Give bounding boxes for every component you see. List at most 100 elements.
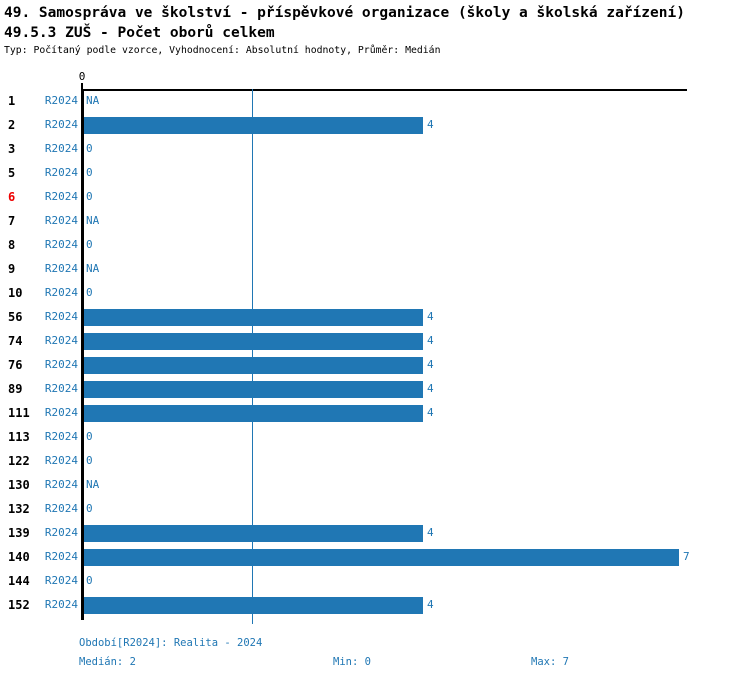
bar xyxy=(84,405,423,422)
bar-value-label: 0 xyxy=(86,286,93,299)
row-period-label: R2024 xyxy=(44,406,78,419)
bar xyxy=(84,381,423,398)
bar-value-label: 4 xyxy=(427,334,434,347)
row-period-label: R2024 xyxy=(44,598,78,611)
bar-value-label: 0 xyxy=(86,190,93,203)
chart-row-56: 56 R2024 4 xyxy=(0,305,750,329)
bar xyxy=(84,549,679,566)
y-axis-line xyxy=(81,89,84,620)
bar-value-label: 0 xyxy=(86,166,93,179)
row-category-label: 56 xyxy=(8,310,23,324)
row-period-label: R2024 xyxy=(44,118,78,131)
bar-value-label: 4 xyxy=(427,382,434,395)
bar-value-label: 4 xyxy=(427,358,434,371)
row-category-label: 1 xyxy=(8,94,16,108)
bar-value-label: 4 xyxy=(427,118,434,131)
bar xyxy=(84,525,423,542)
row-category-label: 140 xyxy=(8,550,30,564)
bar-value-label: 4 xyxy=(427,526,434,539)
x-axis-tick-label: 0 xyxy=(78,70,86,83)
chart-row-152: 152 R2024 4 xyxy=(0,593,750,617)
chart-meta-line: Typ: Počítaný podle vzorce, Vyhodnocení:… xyxy=(4,45,441,56)
chart-row-3: 3 R2024 0 xyxy=(0,137,750,161)
row-period-label: R2024 xyxy=(44,286,78,299)
row-category-label: 2 xyxy=(8,118,16,132)
bar xyxy=(84,117,423,134)
chart-row-130: 130 R2024 NA xyxy=(0,473,750,497)
row-period-label: R2024 xyxy=(44,142,78,155)
row-period-label: R2024 xyxy=(44,526,78,539)
row-category-label: 89 xyxy=(8,382,23,396)
row-period-label: R2024 xyxy=(44,166,78,179)
chart-row-2: 2 R2024 4 xyxy=(0,113,750,137)
bar-value-label: 0 xyxy=(86,142,93,155)
footer-max-stat: Max: 7 xyxy=(531,656,569,668)
footer-period-label: Období[R2024]: Realita - 2024 xyxy=(79,637,263,649)
chart-row-89: 89 R2024 4 xyxy=(0,377,750,401)
report-title: 49. Samospráva ve školství - příspěvkové… xyxy=(4,5,685,21)
bar-value-label: 4 xyxy=(427,598,434,611)
row-period-label: R2024 xyxy=(44,190,78,203)
median-reference-line xyxy=(252,89,253,624)
chart-row-10: 10 R2024 0 xyxy=(0,281,750,305)
row-category-label: 139 xyxy=(8,526,30,540)
row-period-label: R2024 xyxy=(44,262,78,275)
row-category-label: 74 xyxy=(8,334,23,348)
chart-row-122: 122 R2024 0 xyxy=(0,449,750,473)
bar-value-label: NA xyxy=(86,94,100,107)
row-category-label: 9 xyxy=(8,262,16,276)
row-period-label: R2024 xyxy=(44,238,78,251)
row-category-label: 5 xyxy=(8,166,16,180)
row-period-label: R2024 xyxy=(44,94,78,107)
row-period-label: R2024 xyxy=(44,358,78,371)
chart-row-5: 5 R2024 0 xyxy=(0,161,750,185)
row-period-label: R2024 xyxy=(44,382,78,395)
chart-row-7: 7 R2024 NA xyxy=(0,209,750,233)
footer-median-stat: Medián: 2 xyxy=(79,656,136,668)
row-category-label: 132 xyxy=(8,502,30,516)
chart-row-6: 6 R2024 0 xyxy=(0,185,750,209)
chart-row-9: 9 R2024 NA xyxy=(0,257,750,281)
chart-row-8: 8 R2024 0 xyxy=(0,233,750,257)
row-period-label: R2024 xyxy=(44,454,78,467)
row-category-label: 6 xyxy=(8,190,16,204)
bar-value-label: NA xyxy=(86,262,100,275)
row-category-label: 113 xyxy=(8,430,30,444)
row-period-label: R2024 xyxy=(44,334,78,347)
row-period-label: R2024 xyxy=(44,502,78,515)
bar-value-label: 0 xyxy=(86,502,93,515)
row-category-label: 76 xyxy=(8,358,23,372)
chart-row-139: 139 R2024 4 xyxy=(0,521,750,545)
row-period-label: R2024 xyxy=(44,550,78,563)
row-category-label: 130 xyxy=(8,478,30,492)
bar-value-label: 0 xyxy=(86,430,93,443)
row-category-label: 3 xyxy=(8,142,16,156)
bar-value-label: 0 xyxy=(86,238,93,251)
row-period-label: R2024 xyxy=(44,574,78,587)
bar-value-label: 4 xyxy=(427,406,434,419)
bar-value-label: 0 xyxy=(86,454,93,467)
row-period-label: R2024 xyxy=(44,478,78,491)
bar-value-label: NA xyxy=(86,214,100,227)
row-period-label: R2024 xyxy=(44,430,78,443)
row-period-label: R2024 xyxy=(44,310,78,323)
bar xyxy=(84,309,423,326)
bar xyxy=(84,357,423,374)
chart-row-132: 132 R2024 0 xyxy=(0,497,750,521)
row-category-label: 10 xyxy=(8,286,23,300)
chart-row-111: 111 R2024 4 xyxy=(0,401,750,425)
bar-value-label: 0 xyxy=(86,574,93,587)
bar xyxy=(84,333,423,350)
row-category-label: 111 xyxy=(8,406,30,420)
row-category-label: 122 xyxy=(8,454,30,468)
row-category-label: 7 xyxy=(8,214,16,228)
footer-min-stat: Min: 0 xyxy=(333,656,371,668)
chart-row-74: 74 R2024 4 xyxy=(0,329,750,353)
row-category-label: 144 xyxy=(8,574,30,588)
bar-value-label: NA xyxy=(86,478,100,491)
chart-row-113: 113 R2024 0 xyxy=(0,425,750,449)
x-axis-line xyxy=(82,89,687,91)
bar xyxy=(84,597,423,614)
bar-value-label: 7 xyxy=(683,550,690,563)
bar-value-label: 4 xyxy=(427,310,434,323)
